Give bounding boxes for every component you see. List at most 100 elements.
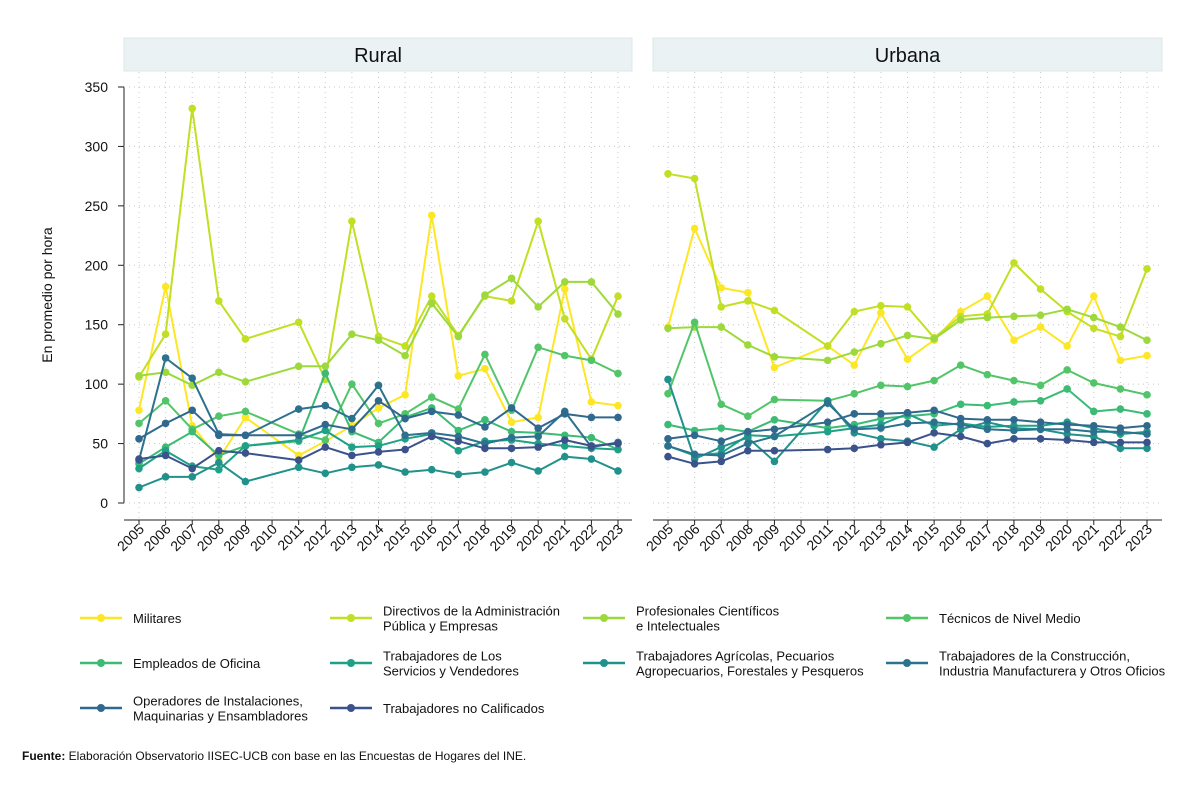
x-tick-label: 2018 bbox=[460, 521, 493, 554]
data-point bbox=[717, 323, 726, 331]
data-point bbox=[1116, 323, 1125, 331]
data-point bbox=[241, 377, 250, 386]
x-tick-label: 2020 bbox=[1042, 521, 1075, 554]
data-point bbox=[560, 351, 569, 360]
data-point bbox=[690, 174, 699, 183]
data-point bbox=[930, 443, 938, 451]
data-point bbox=[1143, 444, 1151, 453]
data-point bbox=[1010, 259, 1018, 267]
data-point bbox=[717, 457, 726, 466]
data-point bbox=[1036, 418, 1045, 426]
x-tick-label: 2013 bbox=[856, 521, 889, 554]
data-point bbox=[534, 443, 542, 451]
data-point bbox=[294, 463, 303, 472]
data-point bbox=[1089, 379, 1098, 387]
legend-swatch-marker bbox=[97, 659, 105, 667]
data-point bbox=[744, 446, 752, 455]
series-line bbox=[667, 227, 1148, 369]
data-point bbox=[1063, 385, 1071, 393]
data-point bbox=[560, 278, 569, 286]
data-point bbox=[454, 426, 463, 435]
series-operadores bbox=[664, 406, 1151, 445]
legend-label: Empleados de Oficina bbox=[133, 656, 261, 671]
data-point bbox=[1063, 342, 1071, 350]
data-point bbox=[427, 465, 436, 474]
data-point bbox=[1116, 405, 1125, 413]
data-point bbox=[1143, 438, 1151, 447]
data-point bbox=[587, 413, 596, 422]
legend-item-militares: Militares bbox=[80, 611, 182, 626]
data-point bbox=[1089, 427, 1098, 436]
data-point bbox=[348, 217, 356, 226]
legend-item-nocalificados: Trabajadores no Calificados bbox=[330, 701, 545, 716]
data-point bbox=[587, 398, 596, 406]
data-point bbox=[956, 420, 965, 429]
data-point bbox=[560, 436, 569, 444]
data-point bbox=[930, 335, 938, 343]
data-point bbox=[481, 468, 489, 476]
data-point bbox=[481, 416, 489, 424]
data-point bbox=[1089, 407, 1098, 416]
x-tick-label: 2008 bbox=[723, 521, 756, 554]
data-point bbox=[161, 473, 170, 481]
legend-label: Trabajadores no Calificados bbox=[383, 701, 545, 716]
data-point bbox=[348, 425, 356, 434]
data-point bbox=[215, 368, 223, 377]
x-tick-label: 2015 bbox=[380, 521, 413, 554]
data-point bbox=[161, 330, 170, 339]
data-point bbox=[1010, 426, 1018, 435]
data-point bbox=[374, 396, 383, 405]
data-point bbox=[374, 461, 383, 469]
y-tick-label: 300 bbox=[85, 138, 109, 154]
data-point bbox=[1089, 438, 1098, 447]
legend-swatch-marker bbox=[903, 659, 911, 667]
data-point bbox=[1143, 336, 1151, 344]
data-point bbox=[321, 362, 330, 371]
legend-label: Trabajadores de Los bbox=[383, 649, 502, 664]
x-tick-label: 2020 bbox=[513, 521, 546, 554]
data-point bbox=[956, 400, 965, 409]
data-point bbox=[614, 467, 622, 475]
data-point bbox=[241, 407, 250, 416]
series-line bbox=[667, 431, 1147, 465]
data-point bbox=[956, 361, 965, 369]
x-tick-label: 2005 bbox=[114, 521, 147, 554]
data-point bbox=[454, 332, 463, 341]
data-point bbox=[664, 452, 672, 461]
x-tick-label: 2006 bbox=[669, 521, 702, 554]
x-tick-label: 2017 bbox=[962, 521, 995, 554]
data-point bbox=[690, 450, 699, 459]
y-axis-label: En promedio por hora bbox=[39, 227, 55, 363]
data-point bbox=[321, 369, 330, 378]
data-point bbox=[614, 401, 622, 410]
series-line bbox=[138, 455, 619, 489]
x-tick-label: 2021 bbox=[540, 521, 573, 554]
data-point bbox=[188, 427, 197, 436]
data-point bbox=[560, 452, 569, 461]
data-point bbox=[427, 432, 436, 441]
data-point bbox=[877, 424, 885, 432]
data-point bbox=[1036, 425, 1045, 434]
series-line bbox=[667, 387, 1148, 433]
data-point bbox=[188, 374, 197, 383]
data-point bbox=[1116, 438, 1125, 447]
x-tick-label: 2017 bbox=[433, 521, 466, 554]
data-point bbox=[823, 427, 832, 436]
data-point bbox=[587, 442, 596, 450]
y-tick-label: 250 bbox=[85, 198, 109, 214]
data-point bbox=[903, 355, 912, 363]
data-point bbox=[903, 419, 912, 428]
data-point bbox=[427, 299, 436, 308]
series-line bbox=[667, 379, 1147, 463]
panel-title: Urbana bbox=[875, 45, 941, 67]
data-point bbox=[427, 292, 436, 300]
data-point bbox=[161, 368, 170, 377]
data-point bbox=[877, 381, 885, 390]
data-point bbox=[507, 274, 516, 283]
data-point bbox=[454, 437, 463, 445]
data-point bbox=[1116, 444, 1125, 453]
data-point bbox=[956, 432, 965, 441]
data-point bbox=[877, 309, 885, 317]
x-tick-label: 2021 bbox=[1069, 521, 1102, 554]
y-tick-label: 350 bbox=[85, 79, 109, 95]
